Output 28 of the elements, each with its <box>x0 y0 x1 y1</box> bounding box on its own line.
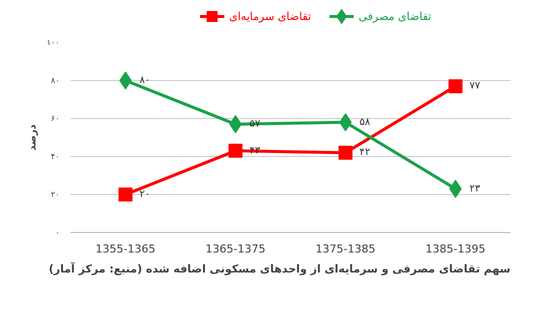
text: سهم تقاضای مصرفی و سرمایه‌ای از واحدهای مسکونی اضافه شده (منبع: مرکز آمار) <box>48 262 510 276</box>
point <box>228 144 242 158</box>
y-tick-label: ۶۰ <box>50 114 60 123</box>
point <box>119 72 132 90</box>
data-label: ۴۲ <box>360 147 370 158</box>
point <box>229 115 242 134</box>
data-label: ۷۷ <box>470 80 481 92</box>
y-tick-label: ۲۰ <box>50 190 60 199</box>
point <box>338 146 352 160</box>
y-tick-label: ۸۰ <box>50 76 60 85</box>
data-label: ۸۰ <box>140 75 150 86</box>
y-tick-label: ۰ <box>55 228 60 237</box>
x-tick-label: 1355-1365 <box>96 242 156 256</box>
data-label: ۲۳ <box>470 183 481 194</box>
x-tick-label: 1385-1395 <box>426 242 486 256</box>
data-label: ۲۰ <box>140 189 150 200</box>
point <box>448 79 462 94</box>
point <box>449 180 462 198</box>
x-tick-label: 1365-1375 <box>206 242 266 256</box>
point <box>339 113 352 132</box>
legend-label: تقاضای سرمایه‌ای <box>229 10 312 23</box>
y-tick-label: ۱۰۰ <box>46 38 60 47</box>
y-axis-title: درصد <box>28 124 39 151</box>
point <box>118 188 132 202</box>
legend-label: تقاضای مصرفی <box>358 10 432 23</box>
y-tick-label: ۴۰ <box>50 152 60 161</box>
data-label: ۵۸ <box>360 116 371 128</box>
x-tick-label: 1375-1385 <box>316 242 376 256</box>
